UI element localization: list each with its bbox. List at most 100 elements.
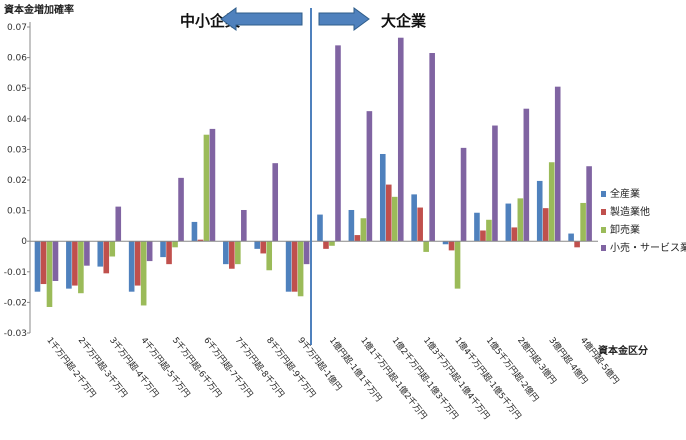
bar <box>411 194 417 242</box>
x-axis-label: 資本金区分 <box>598 344 648 357</box>
bar <box>391 196 398 242</box>
bar <box>266 241 273 271</box>
bar <box>203 134 210 242</box>
bar <box>329 241 335 246</box>
x-axis: 1千万円超-2千万円2千万円超-3千万円3千万円超-4千万円4千万円超-5千万円… <box>44 335 621 422</box>
bar <box>260 241 267 254</box>
y-tick-label: 0 <box>21 237 27 247</box>
y-tick-label: -0.02 <box>4 298 27 308</box>
y-axis: -0.03 -0.02 -0.01 0 0.01 0.02 0.03 0.04 0.05 0.06… <box>4 23 30 339</box>
y-tick-label: -0.03 <box>4 329 27 339</box>
y-tick-label: 0.04 <box>7 115 27 125</box>
bar <box>586 166 592 242</box>
bar <box>191 221 198 242</box>
bar <box>160 241 166 258</box>
bar <box>523 108 530 242</box>
y-tick-label: 0.06 <box>7 54 27 64</box>
right-arrow-icon <box>318 7 370 31</box>
legend-label: 小売・サービス業 <box>610 241 686 254</box>
bar <box>197 239 204 242</box>
bar <box>303 241 310 265</box>
bar <box>442 241 449 245</box>
bar <box>78 241 84 294</box>
bar <box>97 241 104 267</box>
bar <box>84 241 90 266</box>
bar <box>354 235 361 242</box>
bar <box>379 153 386 242</box>
y-tick-label: 0.03 <box>7 145 27 155</box>
bar <box>366 111 373 242</box>
bar <box>223 241 229 265</box>
large-enterprise-label: 大企業 <box>381 12 427 30</box>
bar <box>66 241 72 289</box>
bar <box>209 128 216 242</box>
bar <box>454 241 461 289</box>
y-tick-label: 0.02 <box>7 176 27 186</box>
x-tick-label: 1億5千万円超-2億円 <box>484 335 541 404</box>
bar <box>492 125 498 242</box>
bar <box>554 86 561 242</box>
legend-label: 全産業 <box>610 187 640 200</box>
bar <box>291 241 298 292</box>
bar <box>52 241 59 281</box>
bar <box>297 241 304 297</box>
bar <box>505 203 512 242</box>
bar <box>172 241 178 248</box>
legend-label: 製造業他 <box>610 205 650 218</box>
bar <box>448 241 455 251</box>
bar <box>348 209 355 242</box>
legend-swatch <box>601 245 606 251</box>
legend-swatch <box>601 209 606 215</box>
bar <box>511 227 518 242</box>
bar <box>115 206 122 242</box>
y-tick-label: 0.07 <box>7 23 27 33</box>
bar <box>385 184 392 242</box>
bar <box>480 230 486 242</box>
bar <box>568 233 574 242</box>
legend-swatch <box>601 191 606 197</box>
bar <box>323 241 329 249</box>
bar <box>178 177 184 242</box>
bar <box>474 212 480 242</box>
left-arrow-icon <box>220 7 303 31</box>
y-axis-label: 資本金増加確率 <box>4 3 74 16</box>
bar <box>542 208 549 242</box>
y-tick-label: 0.01 <box>7 207 27 217</box>
bar <box>229 241 235 269</box>
bar <box>574 241 580 248</box>
bar <box>548 162 555 242</box>
bar <box>460 147 467 242</box>
bar <box>429 53 435 242</box>
bar <box>254 241 261 249</box>
bar <box>241 209 247 242</box>
bar <box>134 241 141 286</box>
y-tick-label: -0.01 <box>4 268 27 278</box>
bar <box>146 241 153 262</box>
bar <box>285 241 292 292</box>
y-tick-label: 0.05 <box>7 84 27 94</box>
bar <box>417 207 423 242</box>
bar <box>272 163 279 242</box>
bars <box>34 37 592 307</box>
bar <box>423 241 429 252</box>
bar <box>397 37 404 242</box>
x-tick-label: 1億円超-1億1千万円 <box>327 335 384 404</box>
bar <box>360 218 367 242</box>
bar <box>103 241 110 274</box>
bar <box>34 241 41 292</box>
bar <box>109 241 116 257</box>
bar <box>580 202 586 242</box>
bar <box>140 241 147 306</box>
bar <box>46 241 53 307</box>
bar <box>166 241 172 265</box>
bar <box>536 180 543 242</box>
bar <box>72 241 78 286</box>
bar <box>235 241 241 265</box>
bar <box>128 241 135 292</box>
legend-label: 卸売業 <box>610 223 640 236</box>
bar <box>40 241 47 285</box>
bar <box>517 198 524 242</box>
bar <box>335 45 341 242</box>
